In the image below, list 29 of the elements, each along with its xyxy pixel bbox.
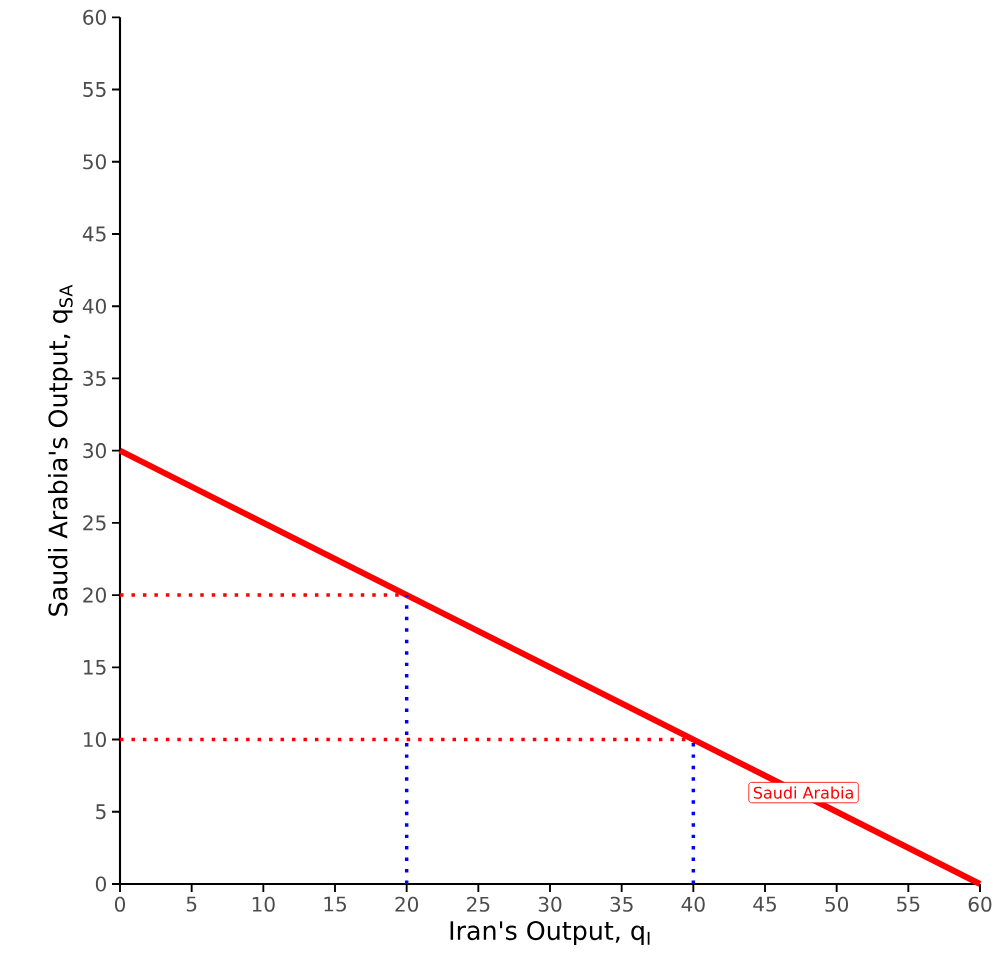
x-tick-label: 55 — [897, 896, 920, 912]
y-tick-label: 40 — [82, 298, 106, 314]
x-tick-label: 40 — [681, 896, 705, 912]
y-tick-label: 5 — [96, 804, 106, 820]
x-tick-label: 60 — [968, 896, 992, 912]
y-axis-title: Saudi Arabia's Output, q$_{SA}$ — [47, 284, 73, 616]
x-tick-label: 30 — [538, 896, 562, 912]
x-tick-label: 50 — [825, 896, 849, 912]
x-tick-label: 20 — [395, 896, 419, 912]
y-tick-label: 60 — [83, 9, 106, 25]
y-tick-label: 35 — [83, 370, 106, 387]
x-tick-label: 45 — [753, 896, 776, 912]
y-tick-label: 20 — [83, 587, 106, 603]
y-tick-label: 10 — [84, 731, 106, 748]
legend-label: Saudi Arabia — [753, 786, 853, 799]
y-tick-label: 55 — [83, 82, 106, 97]
y-tick-label: 0 — [95, 876, 106, 892]
x-tick-label: 25 — [467, 896, 490, 912]
x-tick-label: 5 — [186, 896, 197, 912]
y-tick-label: 30 — [83, 443, 106, 459]
x-axis-title: Iran's Output, q$_{I}$ — [450, 920, 650, 946]
y-tick-label: 45 — [82, 226, 106, 242]
x-tick-label: 0 — [114, 896, 126, 912]
y-tick-label: 25 — [83, 515, 106, 531]
x-tick-label: 35 — [610, 896, 633, 912]
y-tick-label: 50 — [83, 154, 106, 170]
x-tick-label: 15 — [324, 896, 346, 912]
y-tick-label: 15 — [84, 659, 106, 675]
x-tick-label: 10 — [252, 896, 275, 912]
